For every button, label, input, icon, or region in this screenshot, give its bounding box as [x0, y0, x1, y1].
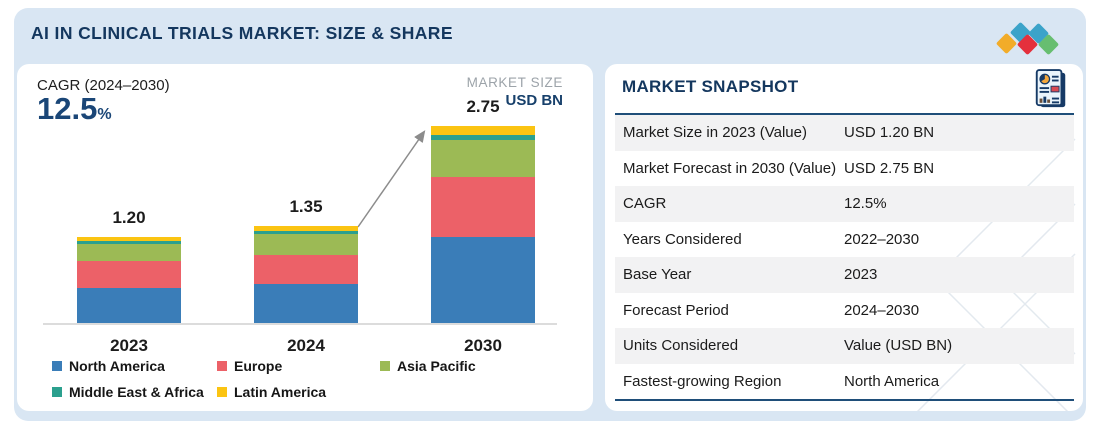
legend-swatch-asia-pacific — [380, 361, 390, 371]
bar-segment-2024-asia-pacific — [254, 234, 358, 255]
snapshot-row-value: North America — [844, 372, 940, 390]
snapshot-row-label: Market Forecast in 2030 (Value) — [623, 159, 837, 177]
snapshot-row-years-considered: Years Considered 2022–2030 — [615, 222, 1074, 258]
x-axis-line — [43, 323, 557, 325]
snapshot-row-label: Forecast Period — [623, 301, 729, 319]
legend-label-latin-america: Latin America — [234, 384, 327, 400]
chart-legend: North America Europe Asia Pacific Middle Ea… — [52, 358, 582, 408]
snapshot-row-value: 12.5% — [844, 195, 887, 213]
snapshot-table: Market Size in 2023 (Value) USD 1.20 BN Ma… — [615, 113, 1074, 401]
bar-value-label-2024: 1.35 — [289, 197, 323, 217]
snapshot-row-label: Fastest-growing Region — [623, 372, 782, 390]
bar-segment-2030-north-america — [431, 237, 535, 323]
snapshot-row-units-considered: Units Considered Value (USD BN) — [615, 328, 1074, 364]
legend-label-europe: Europe — [234, 358, 283, 374]
bar-segment-2024-latin-america — [254, 226, 358, 231]
snapshot-row-market-size-in-2023-value: Market Size in 2023 (Value) USD 1.20 BN — [615, 115, 1074, 151]
snapshot-row-label: Years Considered — [623, 230, 742, 248]
bar-segment-2030-latin-america — [431, 126, 535, 136]
legend-swatch-latin-america — [217, 387, 227, 397]
snapshot-row-value: USD 1.20 BN — [844, 124, 935, 142]
bar-value-label-2030: 2.75 — [466, 97, 500, 116]
market-size-chart-card: CAGR (2024–2030) 12.5% MARKET SIZE USD B… — [17, 64, 593, 411]
bar-segment-2024-north-america — [254, 283, 358, 323]
market-snapshot-card: MARKET SNAPSHOT Market Size in 202 — [605, 64, 1083, 411]
legend-item-middle-east-africa: Middle East & Africa — [52, 384, 204, 400]
bar-segment-2023-europe — [77, 260, 181, 288]
snapshot-row-value: 2023 — [844, 266, 878, 284]
snapshot-row-market-forecast-in-2030-value: Market Forecast in 2030 (Value) USD 2.75 … — [615, 151, 1074, 187]
cagr-number: 12.5 — [37, 91, 98, 126]
infographic-background: AI IN CLINICAL TRIALS MARKET: SIZE & SHA… — [14, 8, 1086, 421]
stacked-bar-2030 — [431, 126, 535, 323]
bar-segment-2023-middle-east-africa — [77, 240, 181, 244]
x-axis-label-2023: 2023 — [110, 336, 148, 355]
bar-value-label-2023: 1.20 — [112, 208, 146, 228]
bar-segment-2023-asia-pacific — [77, 243, 181, 261]
stacked-bar-plot: 1.20 1.35 2.75 — [17, 64, 593, 325]
bar-segment-2030-asia-pacific — [431, 140, 535, 177]
brand-diamonds-logo-icon — [995, 16, 1068, 64]
bar-segment-2023-latin-america — [77, 237, 181, 241]
bar-segment-2030-middle-east-africa — [431, 135, 535, 141]
snapshot-row-fastest-growing-region: Fastest-growing Region North America — [615, 364, 1074, 400]
legend-item-asia-pacific: Asia Pacific — [380, 358, 476, 374]
market-size-unit: USD BN — [505, 92, 563, 109]
bar-segment-2030-europe — [431, 176, 535, 238]
page-title: AI IN CLINICAL TRIALS MARKET: SIZE & SHA… — [31, 23, 453, 43]
x-axis-label-2030: 2030 — [464, 336, 502, 355]
bar-segment-2024-middle-east-africa — [254, 230, 358, 235]
legend-label-asia-pacific: Asia Pacific — [397, 358, 476, 374]
legend-label-middle-east-africa: Middle East & Africa — [69, 384, 204, 400]
snapshot-row-base-year: Base Year 2023 — [615, 257, 1074, 293]
percent-sign: % — [97, 106, 112, 123]
snapshot-row-label: Units Considered — [623, 337, 739, 355]
legend-item-latin-america: Latin America — [217, 384, 326, 400]
cagr-period-label: CAGR (2024–2030) — [37, 77, 170, 94]
snapshot-row-value: 2024–2030 — [844, 301, 920, 319]
legend-item-north-america: North America — [52, 358, 165, 374]
snapshot-row-label: Market Size in 2023 (Value) — [623, 124, 807, 142]
snapshot-row-value: 2022–2030 — [844, 230, 920, 248]
legend-item-europe: Europe — [217, 358, 282, 374]
legend-swatch-middle-east-africa — [52, 387, 62, 397]
snapshot-row-value: USD 2.75 BN — [844, 159, 935, 177]
stacked-bar-2024 — [254, 226, 358, 323]
legend-swatch-north-america — [52, 361, 62, 371]
stacked-bar-2023 — [77, 237, 181, 323]
snapshot-title: MARKET SNAPSHOT — [622, 77, 799, 96]
snapshot-row-forecast-period: Forecast Period 2024–2030 — [615, 293, 1074, 329]
legend-label-north-america: North America — [69, 358, 165, 374]
bar-segment-2024-europe — [254, 254, 358, 284]
snapshot-row-label: Base Year — [623, 266, 692, 284]
snapshot-row-label: CAGR — [623, 195, 667, 213]
market-size-label: MARKET SIZE — [466, 75, 563, 90]
market-size-unit-block: MARKET SIZE USD BN — [467, 75, 563, 109]
cagr-value: 12.5% — [37, 93, 112, 124]
x-axis-label-2024: 2024 — [287, 336, 325, 355]
snapshot-row-value: Value (USD BN) — [844, 337, 953, 355]
snapshot-row-cagr: CAGR 12.5% — [615, 186, 1074, 222]
report-document-icon — [1035, 69, 1066, 108]
bar-segment-2023-north-america — [77, 287, 181, 323]
legend-swatch-europe — [217, 361, 227, 371]
